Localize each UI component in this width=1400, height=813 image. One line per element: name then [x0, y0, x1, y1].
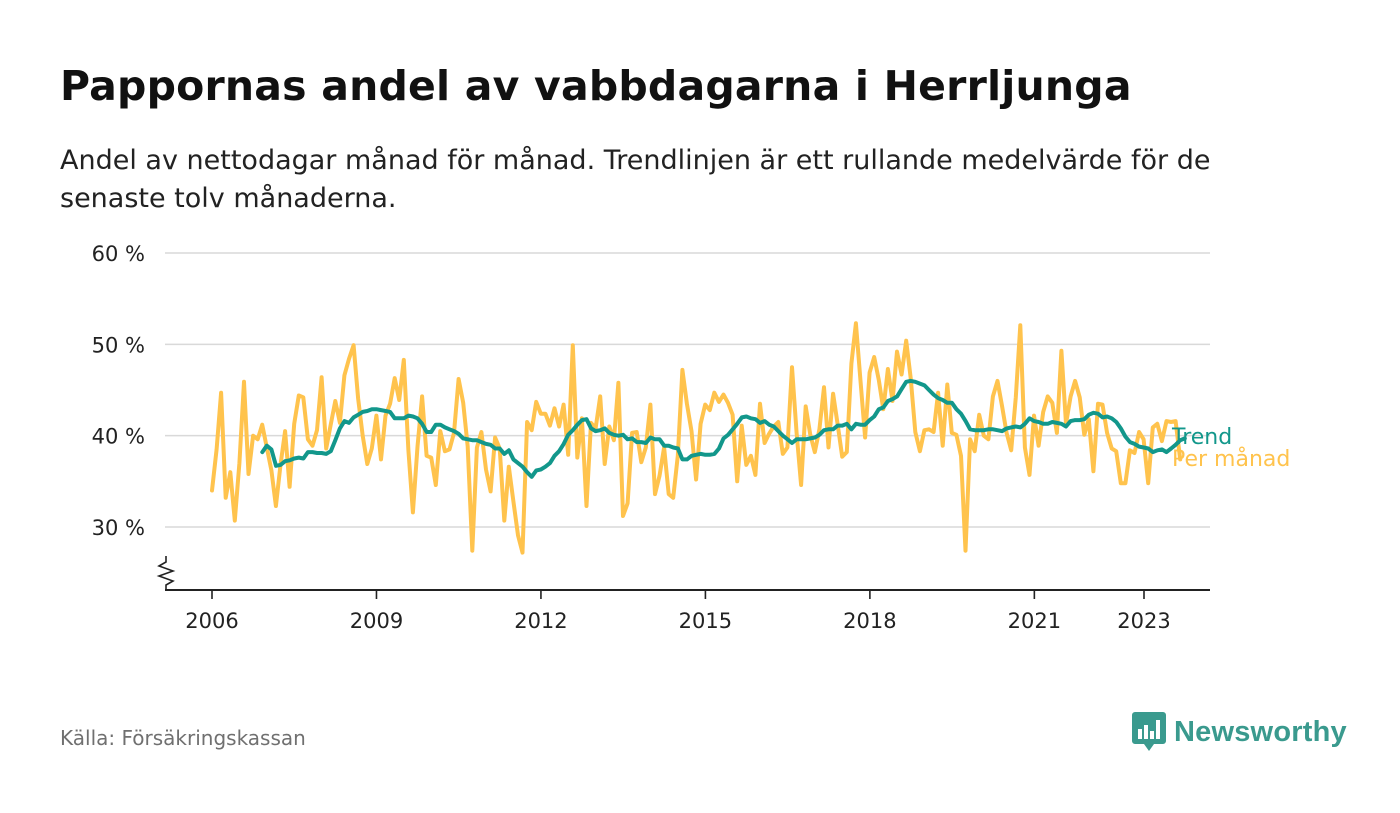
bar-chart-badge-icon — [1132, 712, 1166, 751]
x-tick-label: 2018 — [843, 609, 896, 633]
chart-subtitle: Andel av nettodagar månad för månad. Tre… — [60, 145, 1211, 214]
y-tick-label: 60 % — [92, 242, 145, 266]
y-tick-label: 50 % — [92, 333, 145, 357]
x-tick-label: 2015 — [679, 609, 732, 633]
x-tick-label: 2009 — [350, 609, 403, 633]
series-label-trend: Trend — [1171, 425, 1232, 450]
y-tick-labels: 30 % 40 % 50 % 60 % — [92, 242, 145, 540]
axis-break-icon — [156, 556, 176, 590]
series-line-monthly — [210, 321, 1183, 555]
chart-title: Pappornas andel av vabbdagarna i Herrlju… — [60, 62, 1132, 110]
newsworthy-logo: Newsworthy — [1132, 712, 1347, 752]
x-tick-labels: 2006 2009 2012 2015 2018 2021 2023 — [185, 609, 1170, 633]
logo-text: Newsworthy — [1174, 715, 1347, 748]
x-tick-label: 2023 — [1117, 609, 1170, 633]
series-lines — [210, 321, 1187, 555]
series-label-monthly: Per månad — [1172, 446, 1290, 472]
series-line-trend — [260, 378, 1187, 479]
source-note: Källa: Försäkringskassan — [60, 726, 306, 750]
axes — [156, 556, 1210, 599]
y-tick-label: 30 % — [92, 516, 145, 540]
x-tick-label: 2006 — [185, 609, 238, 633]
x-tick-label: 2012 — [514, 609, 567, 633]
x-tick-label: 2021 — [1008, 609, 1061, 633]
y-tick-label: 40 % — [92, 425, 145, 449]
